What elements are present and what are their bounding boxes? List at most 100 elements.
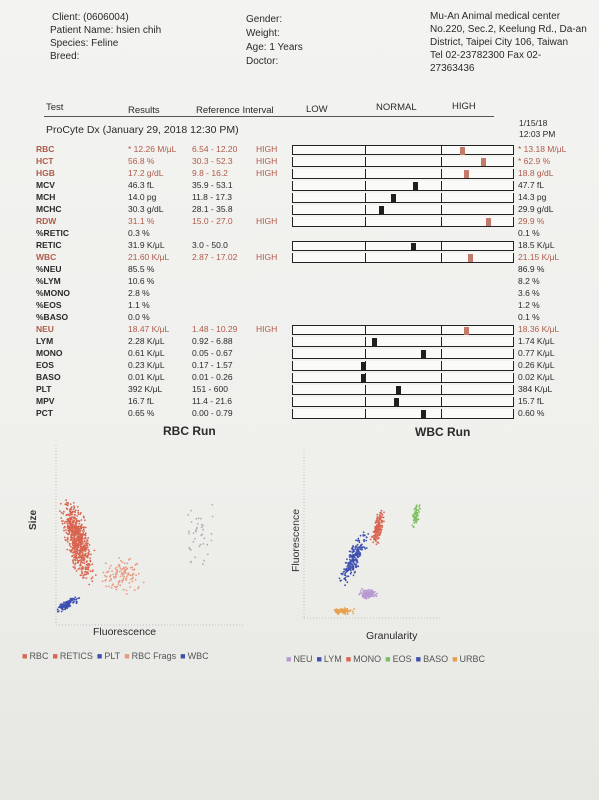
scatter-dot xyxy=(71,531,73,534)
scatter-dot xyxy=(91,580,94,583)
scatter-dot xyxy=(195,518,198,520)
scatter-dot xyxy=(355,545,357,547)
row-test-name: RETIC xyxy=(36,240,62,250)
scatter-dot xyxy=(352,574,355,577)
scatter-dot xyxy=(74,540,77,543)
scatter-dot xyxy=(71,546,74,549)
row-test-name: MPV xyxy=(36,396,55,406)
scatter-dot xyxy=(142,581,145,584)
scatter-dot xyxy=(78,567,81,570)
row-previous-result: 0.02 K/μL xyxy=(518,372,555,382)
scatter-dot xyxy=(345,567,348,570)
legend-swatch: ■ xyxy=(286,654,292,664)
scatter-dot xyxy=(74,559,77,562)
row-result: 0.0 % xyxy=(128,312,150,322)
scatter-dot xyxy=(128,582,131,584)
result-marker xyxy=(379,206,384,214)
row-previous-result: 18.36 K/μL xyxy=(518,324,560,334)
scatter-dot xyxy=(383,520,385,523)
scatter-dot xyxy=(379,524,381,527)
row-result: 14.0 pg xyxy=(128,192,157,202)
scatter-dot xyxy=(65,531,68,534)
scatter-dot xyxy=(87,537,90,539)
scatter-dot xyxy=(86,568,88,570)
rbc-run-xlabel: Fluorescence xyxy=(93,626,157,638)
range-divider xyxy=(365,193,366,202)
range-divider xyxy=(365,253,366,262)
scatter-dot xyxy=(351,568,354,571)
scatter-dot xyxy=(115,586,118,589)
row-range-bar xyxy=(292,397,514,407)
scatter-dot xyxy=(412,519,415,521)
scatter-dot xyxy=(369,589,372,591)
scatter-dot xyxy=(344,611,347,614)
run-title: ProCyte Dx (January 29, 2018 12:30 PM) xyxy=(46,124,239,136)
scatter-dot xyxy=(75,528,78,531)
legend-label: NEU xyxy=(293,654,313,664)
scatter-dot xyxy=(132,576,134,579)
legend-label: EOS xyxy=(392,654,412,664)
row-reference: 9.8 - 16.2 xyxy=(192,168,228,178)
scatter-dot xyxy=(65,514,68,516)
legend-label: BASO xyxy=(423,654,449,664)
row-previous-result: 29.9 g/dL xyxy=(518,204,554,214)
row-previous-result: 15.7 fL xyxy=(518,396,544,406)
row-test-name: RDW xyxy=(36,216,57,226)
scatter-dot xyxy=(194,538,196,540)
scatter-dot xyxy=(76,515,79,517)
scatter-dot xyxy=(74,544,77,547)
scatter-dot xyxy=(125,579,128,581)
scatter-dot xyxy=(372,593,375,595)
scatter-dot xyxy=(60,502,62,505)
scatter-dot xyxy=(355,563,358,565)
scatter-dot xyxy=(76,519,78,522)
neu-cluster xyxy=(358,587,378,600)
legend-label: RBC Frags xyxy=(131,651,177,661)
row-test-name: NEU xyxy=(36,324,54,334)
scatter-dot xyxy=(78,522,81,525)
scatter-dot xyxy=(74,553,76,556)
scatter-dot xyxy=(377,542,380,544)
scatter-dot xyxy=(113,577,116,579)
scatter-dot xyxy=(75,522,77,524)
scatter-dot xyxy=(211,515,214,518)
scatter-dot xyxy=(411,514,414,516)
scatter-dot xyxy=(195,527,198,530)
scatter-dot xyxy=(133,589,136,592)
range-divider xyxy=(441,409,442,418)
scatter-dot xyxy=(363,540,365,543)
scatter-dot xyxy=(63,606,66,609)
legend-swatch: ■ xyxy=(345,654,352,664)
scatter-dot xyxy=(198,545,201,548)
row-test-name: EOS xyxy=(36,360,54,370)
legend-label: RBC xyxy=(29,651,49,661)
scatter-dot xyxy=(83,526,85,529)
legend-label: LYM xyxy=(323,654,342,664)
scatter-dot xyxy=(78,528,81,531)
scatter-dot xyxy=(125,589,128,592)
scatter-dot xyxy=(80,556,83,559)
scatter-dot xyxy=(83,544,86,547)
scatter-dot xyxy=(72,521,75,523)
scatter-dot xyxy=(93,549,96,552)
scatter-dot xyxy=(79,533,82,536)
row-flag: HIGH xyxy=(256,168,278,178)
scatter-dot xyxy=(375,533,377,536)
scatter-dot xyxy=(65,520,68,523)
scatter-dot xyxy=(126,576,128,578)
scatter-dot xyxy=(202,524,204,527)
row-test-name: MCHC xyxy=(36,204,62,214)
scatter-dot xyxy=(197,517,200,520)
scatter-dot xyxy=(370,536,373,538)
row-result: 0.61 K/μL xyxy=(128,348,165,358)
scatter-dot xyxy=(111,570,113,572)
range-divider xyxy=(441,157,442,166)
scatter-dot xyxy=(72,510,74,513)
row-range-bar xyxy=(292,325,514,335)
row-previous-result: 86.9 % xyxy=(518,264,545,274)
scatter-dot xyxy=(376,519,378,522)
scatter-dot xyxy=(339,580,342,582)
row-test-name: MCV xyxy=(36,180,55,190)
scatter-dot xyxy=(86,564,89,567)
scatter-dot xyxy=(120,569,123,571)
